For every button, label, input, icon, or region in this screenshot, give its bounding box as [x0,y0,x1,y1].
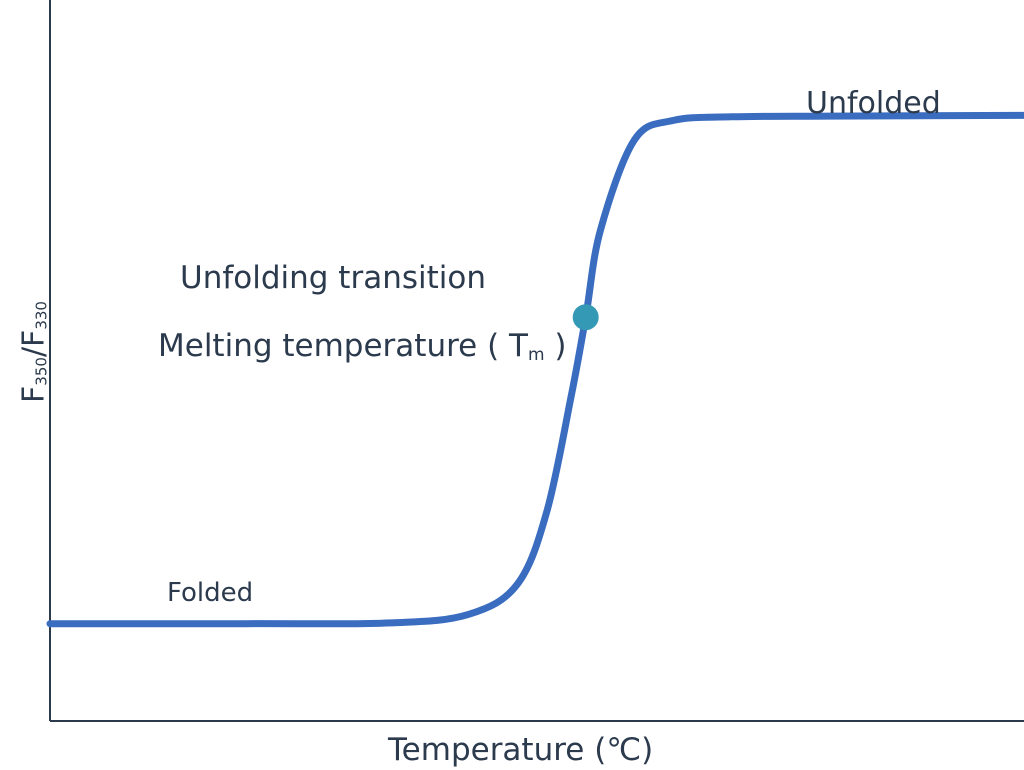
unfolding-transition-label: Unfolding transition [180,260,486,296]
melting-point-marker [572,304,599,331]
melting-curve [46,111,1024,628]
unfolded-label: Unfolded [806,86,941,121]
folded-label: Folded [167,578,254,608]
x-axis-label: Temperature (℃) [388,732,654,768]
melting-temperature-label: Melting temperature ( Tm ) [158,328,567,365]
y-axis-label: F350/F330 [16,301,52,403]
